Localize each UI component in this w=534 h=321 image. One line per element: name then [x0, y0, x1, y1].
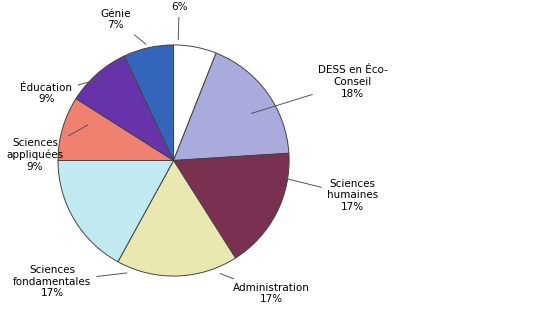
- Wedge shape: [174, 153, 289, 258]
- Wedge shape: [58, 99, 174, 160]
- Text: DESS en Éco-
Conseil
18%: DESS en Éco- Conseil 18%: [252, 65, 388, 113]
- Wedge shape: [58, 160, 174, 262]
- Text: Autre
6%: Autre 6%: [165, 0, 193, 40]
- Text: Sciences
appliquées
9%: Sciences appliquées 9%: [6, 125, 88, 172]
- Text: Sciences
humaines
17%: Sciences humaines 17%: [286, 178, 378, 212]
- Wedge shape: [118, 160, 235, 276]
- Text: Sciences
fondamentales
17%: Sciences fondamentales 17%: [13, 265, 127, 299]
- Text: Éducation
9%: Éducation 9%: [20, 78, 104, 104]
- Wedge shape: [124, 45, 174, 160]
- Wedge shape: [76, 56, 174, 160]
- Text: Administration
17%: Administration 17%: [220, 273, 310, 304]
- Wedge shape: [174, 45, 216, 160]
- Wedge shape: [174, 53, 289, 160]
- Text: Génie
7%: Génie 7%: [100, 9, 146, 44]
